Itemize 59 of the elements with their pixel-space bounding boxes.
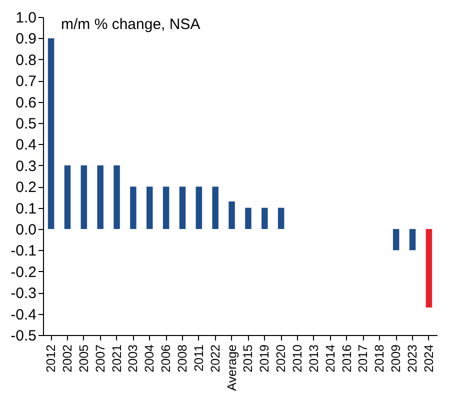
y-tick-label: 0.2 (16, 179, 36, 196)
y-tick-label: -0.4 (10, 306, 36, 324)
y-tick-label: -0.2 (10, 264, 36, 281)
y-tick-label: 1.0 (16, 10, 36, 26)
x-tick-label: Average (224, 344, 239, 391)
bar (426, 229, 432, 308)
y-tick-label: 0.5 (16, 116, 36, 132)
x-tick-label: 2015 (241, 344, 256, 372)
bar (196, 186, 202, 229)
y-tick-label: 0.8 (16, 52, 36, 69)
y-tick-label: -0.1 (10, 242, 36, 260)
x-tick-label: 2021 (110, 344, 124, 372)
x-tick-label: 2011 (192, 344, 206, 372)
x-tick-label: 2005 (76, 344, 91, 372)
chart-subtitle: m/m % change, NSA (61, 16, 200, 33)
bar (114, 165, 120, 229)
y-tick-label: 0.0 (16, 222, 36, 238)
x-tick-label: 2018 (372, 344, 387, 372)
x-tick-label: 2022 (208, 344, 222, 372)
bar (228, 201, 235, 229)
bar (245, 208, 252, 229)
bar (130, 186, 136, 229)
bar (146, 186, 153, 229)
x-tick-label: 2008 (175, 344, 190, 372)
bar (64, 165, 71, 229)
bar (162, 186, 170, 229)
x-tick-label: 2003 (126, 344, 140, 372)
bar (48, 38, 54, 229)
x-tick-label: 2013 (306, 344, 321, 372)
y-tick-label: 0.9 (16, 30, 36, 48)
x-tick-label: 2014 (323, 344, 338, 372)
x-tick-label: 2020 (274, 344, 288, 372)
x-tick-label: 2009 (389, 344, 404, 372)
bar (179, 186, 186, 229)
x-tick-label: 2024 (422, 344, 436, 372)
x-tick-label: 2006 (159, 344, 174, 372)
bar (262, 208, 268, 229)
bar (212, 186, 218, 229)
y-tick-label: 0.3 (16, 158, 36, 175)
x-tick-label: 2002 (60, 344, 74, 372)
x-tick-label: 2016 (340, 344, 354, 372)
bar (392, 229, 400, 250)
y-tick-label: 0.1 (16, 200, 36, 218)
y-tick-label: -0.3 (10, 285, 36, 302)
x-tick-label: 2023 (406, 344, 420, 372)
x-tick-label: 2017 (356, 344, 370, 372)
y-tick-label: 0.4 (16, 136, 36, 154)
bar (97, 165, 104, 229)
y-tick-label: 0.6 (16, 94, 36, 112)
y-tick-label: 0.7 (16, 73, 36, 90)
y-tick-label: -0.5 (10, 328, 36, 344)
bar (80, 165, 88, 229)
x-tick-label: 2004 (142, 344, 157, 372)
bar (278, 208, 284, 229)
x-tick-label: 2007 (93, 344, 108, 372)
x-tick-label: 2010 (290, 344, 305, 372)
x-tick-label: 2012 (44, 344, 58, 372)
bar (409, 229, 416, 250)
x-tick-label: 2019 (258, 344, 272, 372)
